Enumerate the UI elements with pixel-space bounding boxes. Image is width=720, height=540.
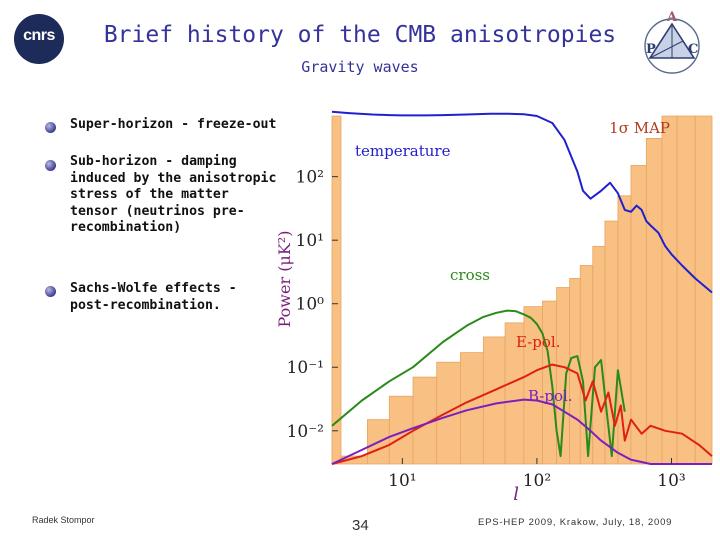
bullet-text: Sachs-Wolfe effects - post-recombination… [70,281,237,313]
error-bar-box-0 [331,115,342,465]
chart-svg: 10² 10¹ 10⁰ 10⁻¹ 10⁻² 10¹ 10² 10³ l Power (μK²) 1σ… [275,110,713,505]
bullet-dot [45,122,56,133]
footer-author: Radek Stompor [32,515,95,525]
cnrs-logo: cnrs [14,14,64,64]
footer-event: EPS-HEP 2009, Krakow, July, 18, 2009 [478,517,673,528]
bullet-dot [45,160,56,171]
error-bar-box-7 [482,336,506,465]
apc-logo: A P C [640,10,704,76]
error-bar-box-19 [661,115,678,465]
y-tick-label: 10⁰ [296,295,325,315]
series-label-temperature: temperature [355,142,451,160]
bullet-dot [45,286,56,297]
apc-logo-letter-p: P [646,42,656,57]
error-bar-box-20 [676,115,696,465]
bullet-text: Sub-horizon - damping induced by the ani… [70,154,277,235]
cnrs-logo-text: cnrs [23,27,55,44]
x-axis-label: l [513,484,519,505]
y-tick-label: 10⁻² [287,422,324,442]
ticks-layer [332,176,672,464]
x-tick-label: 10¹ [388,471,416,491]
series-layer [331,110,713,465]
error-bar-box-15 [604,220,619,465]
series-line-cross [331,309,626,458]
y-tick-label: 10² [296,168,324,188]
series-line-bpol [331,398,712,465]
series-label-cross: cross [450,266,490,284]
page-number: 34 [352,517,369,534]
error-bar-box-10 [542,300,557,465]
series-line-epol [331,363,713,465]
apc-logo-graphic [644,18,700,74]
series-line-temperature [331,110,713,294]
series-label-epol: E-pol. [516,333,561,351]
y-tick-label: 10⁻¹ [287,358,324,378]
x-tick-label: 10³ [657,471,685,491]
series-label-bpol: B-pol. [528,387,573,405]
legend-note: 1σ MAP [609,119,670,137]
labels-layer: 10² 10¹ 10⁰ 10⁻¹ 10⁻² 10¹ 10² 10³ l Power (μK²) 1σ… [275,119,686,505]
apc-logo-letter-a: A [667,10,678,25]
x-tick-label: 10² [523,471,551,491]
error-bar-box-18 [645,138,663,465]
slide-title: Brief history of the CMB anisotropies [103,22,617,48]
cmb-power-spectrum-chart: 10² 10¹ 10⁰ 10⁻¹ 10⁻² 10¹ 10² 10³ l Power (μK²) 1σ… [270,88,718,508]
slide-subtitle: Gravity waves [301,58,419,76]
error-bar-box-14 [592,245,606,465]
bars-layer [331,115,713,465]
y-tick-label: 10¹ [296,231,324,251]
y-axis-label: Power (μK²) [275,231,294,328]
apc-logo-letter-c: C [688,42,699,57]
bullet-text: Super-horizon - freeze-out [70,117,277,132]
